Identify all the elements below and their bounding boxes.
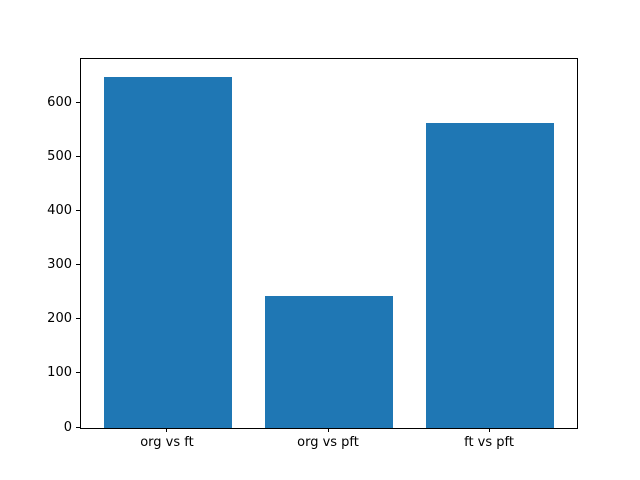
bar-ft-vs-pft (425, 122, 555, 428)
x-tick-mark (488, 428, 490, 432)
y-tick-mark (76, 210, 80, 212)
x-tick-label: ft vs pft (464, 435, 514, 450)
x-tick-label: org vs ft (140, 435, 194, 450)
bar-org-vs-ft (103, 76, 233, 428)
y-tick-label: 600 (47, 95, 72, 111)
bar-org-vs-pft (264, 295, 394, 428)
y-tick-mark (76, 156, 80, 158)
y-tick-mark (76, 426, 80, 428)
y-tick-label: 200 (47, 311, 72, 327)
y-tick-mark (76, 318, 80, 320)
plot-area (80, 58, 578, 429)
y-tick-label: 500 (47, 149, 72, 165)
y-tick-mark (76, 264, 80, 266)
y-tick-label: 400 (47, 203, 72, 219)
x-tick-mark (166, 428, 168, 432)
y-tick-label: 0 (63, 419, 72, 435)
y-tick-label: 300 (47, 257, 72, 273)
y-tick-mark (76, 372, 80, 374)
y-tick-label: 100 (47, 365, 72, 381)
y-tick-mark (76, 102, 80, 104)
x-tick-label: org vs pft (297, 435, 359, 450)
x-tick-mark (327, 428, 329, 432)
